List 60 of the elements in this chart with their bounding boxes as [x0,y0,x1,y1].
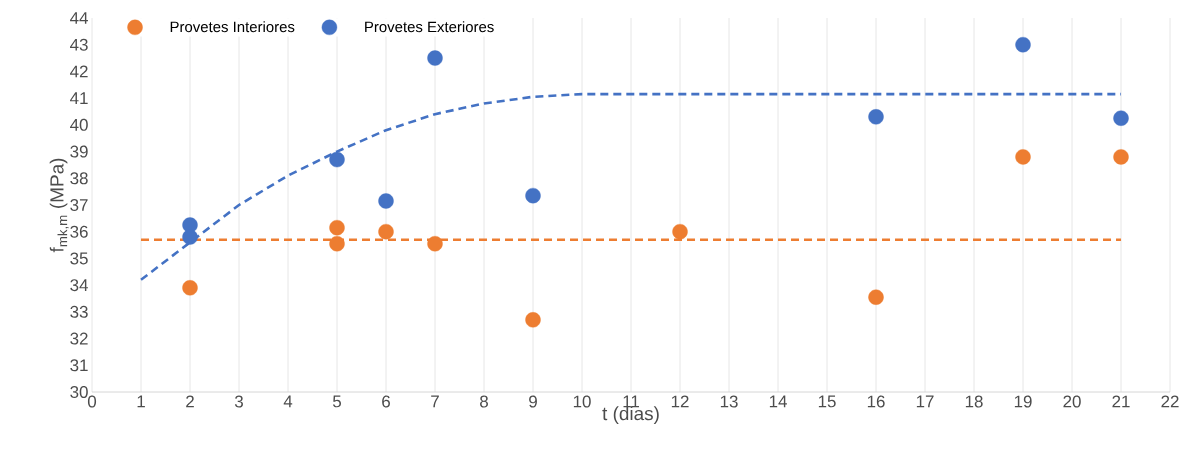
point [182,229,198,245]
point [329,220,345,236]
y-tick-label: 44 [70,12,88,24]
x-tick-label: 5 [332,395,341,408]
y-tick-label: 30 [70,386,88,398]
x-tick-label: 17 [916,395,934,408]
point [1113,149,1129,165]
x-tick-label: 4 [283,395,293,408]
point [329,236,345,252]
x-tick-label: 3 [234,395,243,408]
y-tick-label: 40 [70,118,88,131]
y-tick-label: 43 [70,38,88,51]
y-tick-label: 42 [70,65,88,78]
x-tick-label: 8 [480,395,488,408]
x-tick-label: 10 [573,395,591,408]
x-tick-label: 16 [867,395,885,408]
x-tick-label: 7 [431,395,439,408]
point [1113,110,1129,126]
y-tick-label: 38 [70,172,88,185]
point [378,193,394,209]
x-tick-label: 19 [1014,395,1032,408]
point [868,289,884,305]
x-tick-label: 0 [87,395,97,408]
point [427,236,443,252]
x-tick-label: 1 [137,395,145,408]
y-tick-label: 41 [70,92,88,104]
y-tick-label: 39 [70,145,88,158]
point [329,151,345,168]
legend-label: Provetes Exteriores [365,21,494,33]
point [672,224,688,240]
point [427,50,443,66]
legend-label: Provetes Interiores [170,21,295,33]
y-tick-label: 34 [70,279,88,292]
y-tick-label: 37 [70,199,88,211]
point [1015,37,1031,53]
point [525,312,541,328]
y-tick-label: 32 [70,332,88,345]
y-tick-label: 33 [70,305,88,318]
x-tick-label: 11 [623,395,639,408]
x-tick-label: 20 [1063,395,1081,408]
x-tick-label: 12 [671,395,689,408]
x-tick-label: 15 [818,395,836,408]
x-tick-label: 22 [1161,395,1179,408]
point [868,109,884,125]
point [1015,149,1031,165]
x-axis-title: t (dias) [602,406,659,424]
x-tick-label: 13 [720,395,738,408]
y-tick-label: 35 [70,252,88,265]
x-tick-label: 14 [769,395,787,408]
x-tick-label: 9 [529,395,537,408]
x-tick-label: 6 [382,395,390,408]
x-tick-label: 18 [965,395,983,408]
y-tick-label: 36 [70,225,88,238]
y-axis-title: f$_{mk,m}$ (MPa) [49,158,69,253]
point [525,187,541,204]
point [378,224,394,240]
y-tick-label: 31 [70,359,88,372]
x-tick-label: 21 [1112,395,1130,408]
x-tick-label: 2 [186,395,194,408]
point [182,280,198,296]
